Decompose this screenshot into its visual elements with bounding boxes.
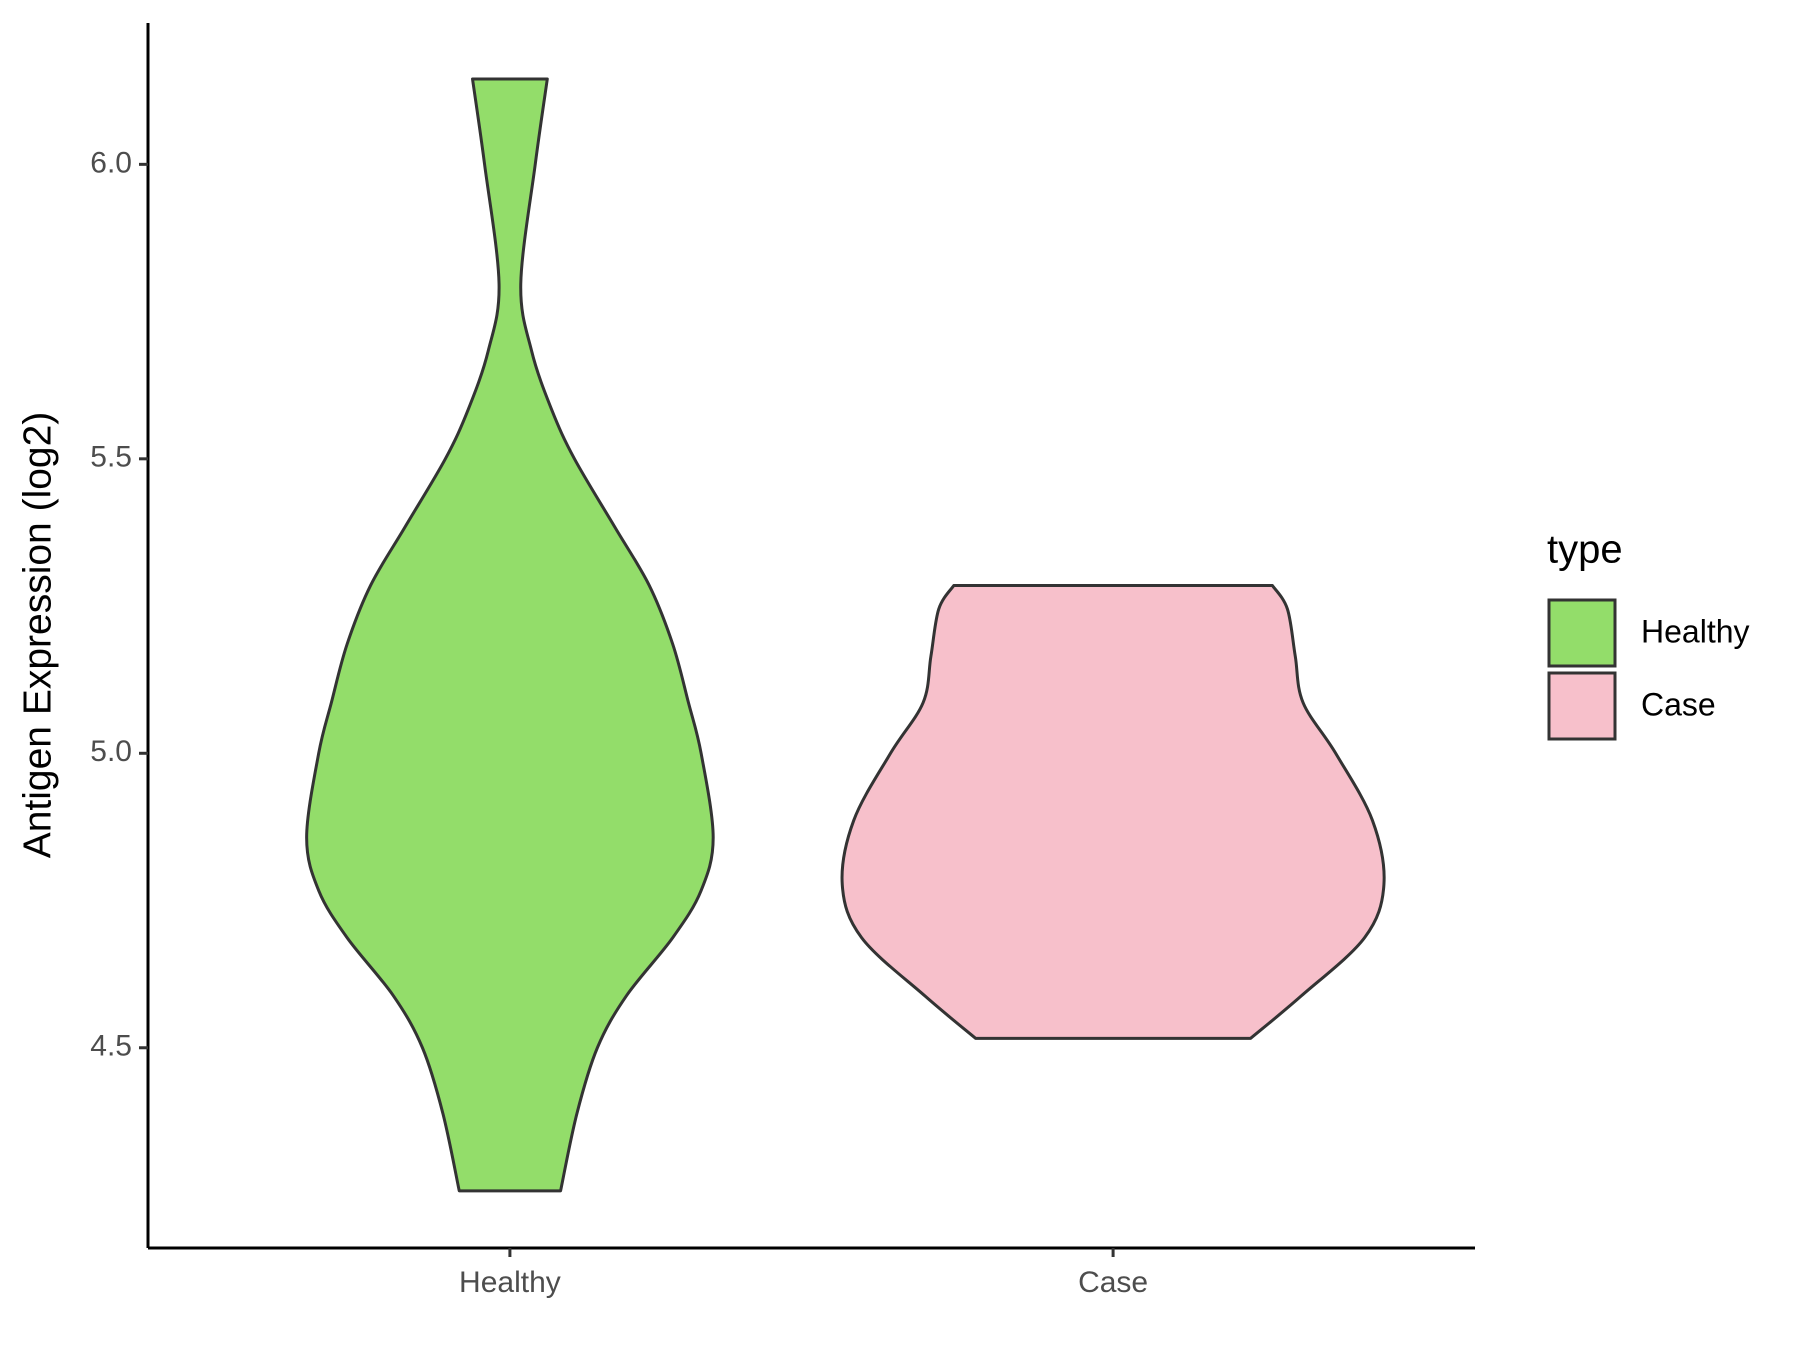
violin — [840, 583, 1386, 1040]
x-tick-label: Healthy — [459, 1266, 561, 1299]
legend-title: type — [1547, 528, 1623, 572]
legend-label: Healthy — [1641, 613, 1750, 649]
violin — [305, 77, 715, 1193]
y-tick-label: 5.5 — [90, 441, 132, 474]
y-tick-label: 5.0 — [90, 735, 132, 768]
y-tick-label: 6.0 — [90, 146, 132, 179]
legend-key — [1547, 671, 1617, 741]
legend-key — [1547, 598, 1617, 668]
y-tick-label: 4.5 — [90, 1030, 132, 1063]
y-axis-title: Antigen Expression (log2) — [16, 412, 59, 859]
legend-label: Case — [1641, 686, 1716, 722]
x-tick-label: Case — [1078, 1266, 1148, 1299]
